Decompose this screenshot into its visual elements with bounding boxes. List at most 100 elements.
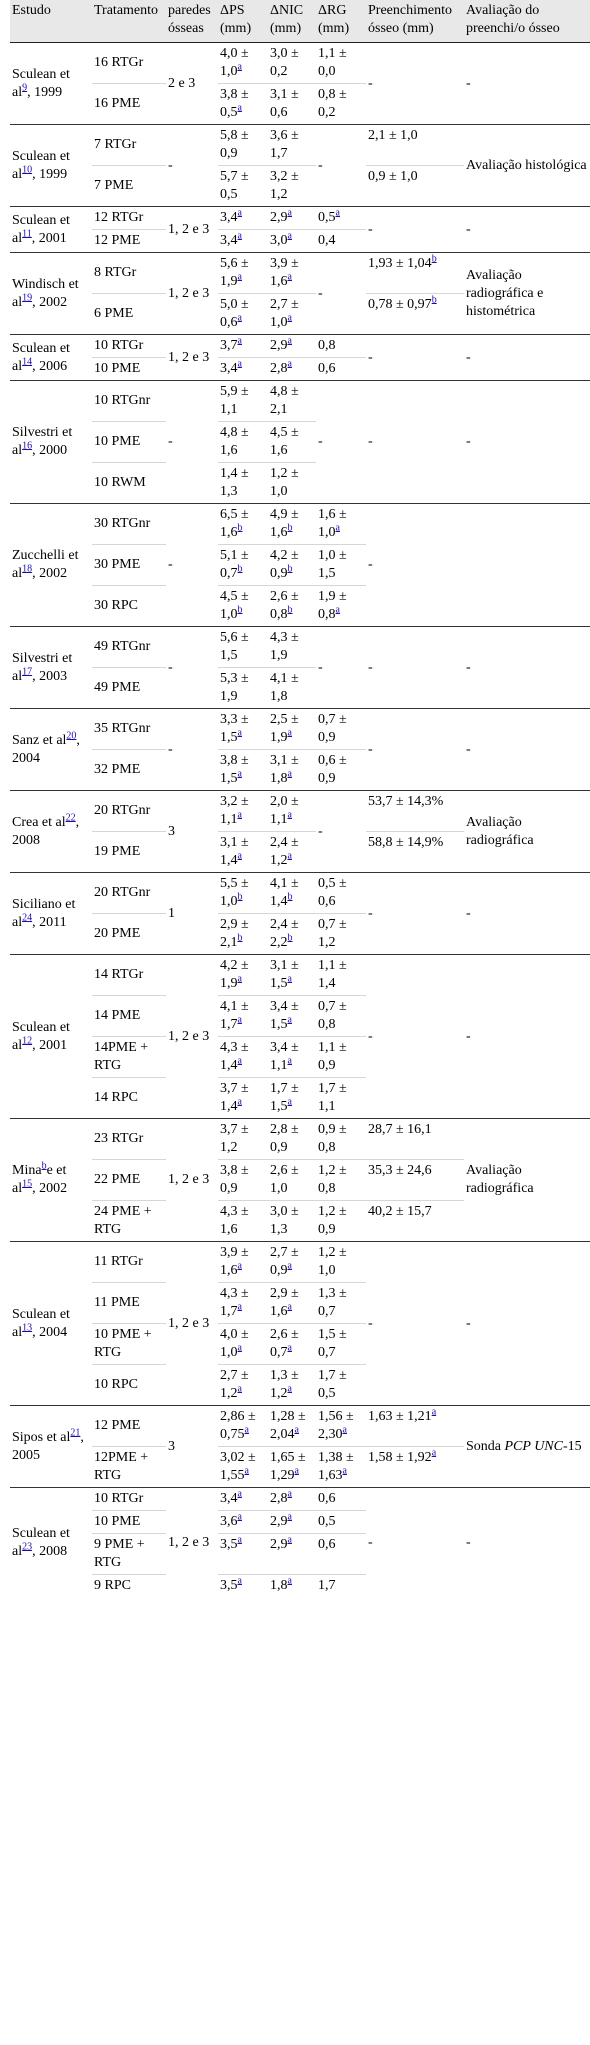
nic-cell-footnote-link[interactable]: a <box>287 973 292 985</box>
study-cell: Sculean et al12, 2001 <box>10 954 92 1119</box>
study-cell: Sculean et al23, 2008 <box>10 1487 92 1597</box>
nic-cell-footnote-link[interactable]: a <box>287 1534 292 1546</box>
study-reference-link[interactable]: 9 <box>22 81 28 93</box>
ps-cell-footnote-link[interactable]: a <box>237 1575 242 1587</box>
ps-cell-footnote-link[interactable]: b <box>237 891 243 903</box>
ps-cell-footnote-link[interactable]: a <box>237 1096 242 1108</box>
fill-cell-footnote-link[interactable]: b <box>431 294 437 306</box>
ps-cell-footnote-link[interactable]: a <box>244 1424 249 1436</box>
ps-cell-footnote-link[interactable]: b <box>237 604 243 616</box>
nic-cell: 1,8a <box>268 1574 316 1597</box>
nic-cell-footnote-link[interactable]: b <box>287 522 293 534</box>
study-reference-link[interactable]: 23 <box>22 1540 33 1552</box>
ps-cell-footnote-link[interactable]: a <box>237 1260 242 1272</box>
nic-cell-footnote-link[interactable]: a <box>294 1465 299 1477</box>
ps-cell-footnote-link[interactable]: a <box>237 1342 242 1354</box>
treatment-cell: 10 RPC <box>92 1364 166 1406</box>
ps-cell-footnote-link[interactable]: a <box>237 1488 242 1500</box>
nic-cell-footnote-link[interactable]: a <box>287 335 292 347</box>
ps-cell-footnote-link[interactable]: a <box>237 1534 242 1546</box>
study-reference-link[interactable]: 13 <box>22 1321 33 1333</box>
ps-cell-footnote-link[interactable]: a <box>237 1014 242 1026</box>
rg-cell-footnote-link[interactable]: a <box>335 604 340 616</box>
study-reference-link[interactable]: 24 <box>22 911 33 923</box>
nic-cell-footnote-link[interactable]: a <box>287 1096 292 1108</box>
ps-cell-footnote-link[interactable]: a <box>237 61 242 73</box>
nic-cell-footnote-link[interactable]: a <box>287 230 292 242</box>
ps-cell-footnote-link[interactable]: b <box>237 522 243 534</box>
nic-cell-footnote-link[interactable]: a <box>287 358 292 370</box>
ps-cell-footnote-link[interactable]: a <box>237 335 242 347</box>
nic-cell-value: 4,1 ± 1,8 <box>270 671 299 704</box>
nic-cell: 4,1 ± 1,4b <box>268 872 316 914</box>
ps-cell-footnote-link[interactable]: a <box>237 1301 242 1313</box>
ps-cell: 2,7 ± 1,2a <box>218 1364 268 1406</box>
fill-cell-footnote-link[interactable]: b <box>431 253 437 265</box>
study-reference-link[interactable]: 12 <box>22 1034 33 1046</box>
study-reference-link[interactable]: 10 <box>22 163 33 175</box>
study-reference-link[interactable]: 19 <box>22 291 33 303</box>
ps-cell-footnote-link[interactable]: a <box>237 727 242 739</box>
ps-cell: 3,6a <box>218 1510 268 1534</box>
ps-cell-footnote-link[interactable]: b <box>237 563 243 575</box>
ps-cell-value: 5,9 ± 1,1 <box>220 384 249 417</box>
ps-cell-footnote-link[interactable]: a <box>237 850 242 862</box>
study-reference-link[interactable]: 15 <box>22 1178 33 1190</box>
ps-cell-footnote-link[interactable]: a <box>237 1055 242 1067</box>
rg-cell-footnote-link[interactable]: a <box>342 1465 347 1477</box>
nic-cell-footnote-link[interactable]: a <box>287 727 292 739</box>
ps-cell-footnote-link[interactable]: a <box>237 768 242 780</box>
ps-cell-footnote-link[interactable]: a <box>237 207 242 219</box>
nic-cell-footnote-link[interactable]: b <box>287 932 293 944</box>
rg-cell: 1,7 ± 0,5 <box>316 1364 366 1406</box>
nic-cell-footnote-link[interactable]: a <box>287 1301 292 1313</box>
study-reference-link[interactable]: 14 <box>22 355 33 367</box>
nic-cell-footnote-link[interactable]: a <box>287 768 292 780</box>
study-reference-link[interactable]: 18 <box>22 563 33 575</box>
fill-cell-footnote-link[interactable]: a <box>431 1406 437 1418</box>
nic-cell-footnote-link[interactable]: a <box>287 1488 292 1500</box>
nic-cell-footnote-link[interactable]: b <box>287 604 293 616</box>
rg-cell-footnote-link[interactable]: a <box>335 207 340 219</box>
nic-cell-footnote-link[interactable]: a <box>294 1424 299 1436</box>
nic-cell-footnote-link[interactable]: a <box>287 1260 292 1272</box>
study-reference-link[interactable]: 22 <box>65 811 76 823</box>
nic-cell-footnote-link[interactable]: a <box>287 809 292 821</box>
nic-cell-footnote-link[interactable]: b <box>287 563 293 575</box>
study-reference-link[interactable]: 11 <box>22 227 32 239</box>
rg-cell: 0,6 <box>316 1533 366 1575</box>
ps-cell-footnote-link[interactable]: a <box>237 1383 242 1395</box>
nic-cell-footnote-link[interactable]: a <box>287 1383 292 1395</box>
nic-cell-footnote-link[interactable]: a <box>287 1342 292 1354</box>
nic-cell-footnote-link[interactable]: a <box>287 1055 292 1067</box>
ps-cell-footnote-link[interactable]: a <box>237 1511 242 1523</box>
nic-cell-footnote-link[interactable]: a <box>287 1014 292 1026</box>
study-reference-link[interactable]: 20 <box>66 729 77 741</box>
ps-cell-footnote-link[interactable]: a <box>237 230 242 242</box>
ps-cell-footnote-link[interactable]: a <box>237 312 242 324</box>
ps-cell-footnote-link[interactable]: a <box>237 973 242 985</box>
study-reference-link[interactable]: 16 <box>22 440 33 452</box>
ps-cell-footnote-link[interactable]: a <box>237 809 242 821</box>
nic-cell-footnote-link[interactable]: a <box>287 312 292 324</box>
study-reference-link[interactable]: 17 <box>22 665 33 677</box>
walls-cell: - <box>166 626 218 709</box>
nic-cell-footnote-link[interactable]: b <box>287 891 293 903</box>
nic-cell-footnote-link[interactable]: a <box>287 271 292 283</box>
rg-cell-footnote-link[interactable]: a <box>335 522 340 534</box>
fill-cell-footnote-link[interactable]: a <box>431 1447 437 1459</box>
ps-cell-footnote-link[interactable]: b <box>237 932 243 944</box>
study-reference-link[interactable]: 21 <box>70 1426 81 1438</box>
treatment-cell: 10 PME + RTG <box>92 1323 166 1365</box>
ps-cell-footnote-link[interactable]: a <box>237 358 242 370</box>
nic-cell-footnote-link[interactable]: a <box>287 850 292 862</box>
nic-cell-footnote-link[interactable]: a <box>287 207 292 219</box>
ps-cell-footnote-link[interactable]: a <box>237 271 242 283</box>
rg-cell-footnote-link[interactable]: a <box>342 1424 347 1436</box>
study-footnote-link[interactable]: b <box>41 1160 47 1172</box>
nic-cell-footnote-link[interactable]: a <box>287 1575 292 1587</box>
ps-cell-footnote-link[interactable]: a <box>237 102 242 114</box>
ps-cell-footnote-link[interactable]: a <box>244 1465 249 1477</box>
nic-cell: 3,4 ± 1,5a <box>268 995 316 1037</box>
nic-cell-footnote-link[interactable]: a <box>287 1511 292 1523</box>
